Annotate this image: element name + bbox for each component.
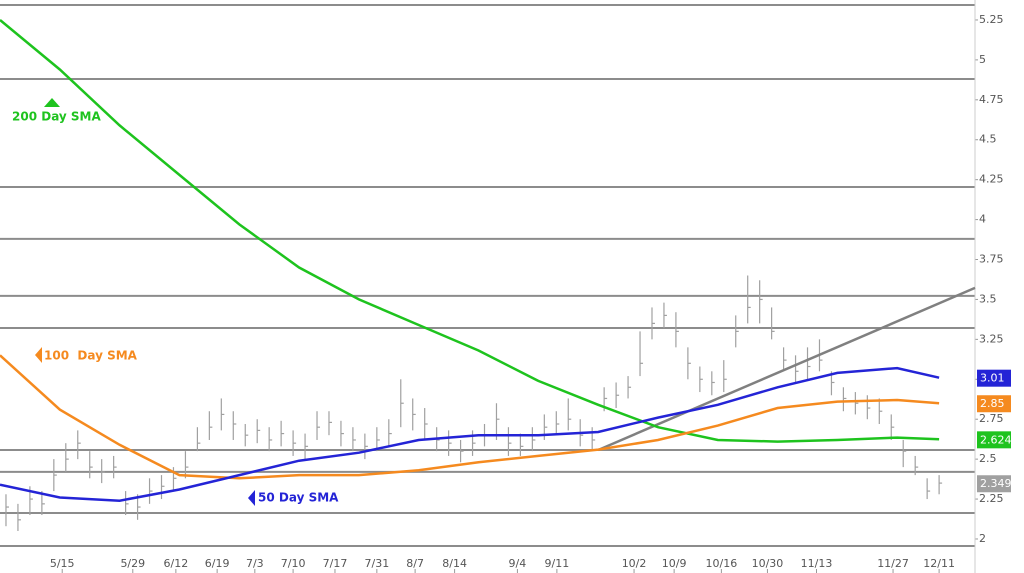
y-tick-label: 3.75 bbox=[979, 253, 1004, 266]
y-tick-label: 2 bbox=[979, 532, 986, 545]
moving-average-line bbox=[0, 354, 940, 480]
value-box bbox=[977, 431, 1011, 449]
x-tick-label: 7/31 bbox=[364, 557, 389, 570]
x-tick-label: 6/19 bbox=[205, 557, 230, 570]
y-tick-label: 2.5 bbox=[979, 452, 997, 465]
y-tick-label: 4.75 bbox=[979, 93, 1004, 106]
y-tick-label: 4.5 bbox=[979, 133, 997, 146]
x-tick-label: 9/11 bbox=[545, 557, 570, 570]
x-tick-label: 11/13 bbox=[801, 557, 833, 570]
value-box-label: 2.85 bbox=[980, 397, 1005, 410]
x-tick-label: 5/29 bbox=[120, 557, 145, 570]
y-tick-label: 2.75 bbox=[979, 412, 1004, 425]
x-tick-label: 9/4 bbox=[509, 557, 527, 570]
x-tick-label: 12/11 bbox=[923, 557, 955, 570]
x-tick-label: 7/17 bbox=[323, 557, 348, 570]
annotation-arrow bbox=[35, 347, 42, 363]
value-box-label: 2.349 bbox=[980, 477, 1012, 490]
x-tick-label: 7/3 bbox=[246, 557, 264, 570]
value-box bbox=[977, 369, 1011, 387]
value-box-label: 2.624 bbox=[980, 433, 1012, 446]
y-tick-label: 4 bbox=[979, 213, 986, 226]
y-tick-label: 2.25 bbox=[979, 492, 1004, 505]
annotation-arrow bbox=[248, 490, 255, 506]
x-tick-label: 7/10 bbox=[281, 557, 306, 570]
value-box bbox=[977, 395, 1011, 413]
x-tick-label: 8/7 bbox=[406, 557, 424, 570]
x-tick-label: 6/12 bbox=[164, 557, 189, 570]
annotation: 100 Day SMA bbox=[44, 349, 138, 363]
x-tick-label: 5/15 bbox=[50, 557, 75, 570]
x-tick-label: 10/2 bbox=[622, 557, 647, 570]
trendline bbox=[597, 286, 976, 452]
moving-average-line bbox=[0, 19, 940, 443]
y-tick-label: 5.25 bbox=[979, 13, 1004, 26]
x-tick-label: 10/30 bbox=[752, 557, 784, 570]
annotation: 50 Day SMA bbox=[258, 491, 339, 505]
x-tick-label: 11/27 bbox=[877, 557, 909, 570]
moving-average-line bbox=[0, 366, 940, 502]
y-tick-label: 5 bbox=[979, 53, 986, 66]
y-tick-label: 4.25 bbox=[979, 173, 1004, 186]
x-tick-label: 10/16 bbox=[706, 557, 738, 570]
value-box-label: 3.01 bbox=[980, 372, 1005, 385]
annotation-arrow bbox=[44, 98, 60, 107]
x-tick-label: 8/14 bbox=[442, 557, 467, 570]
y-tick-label: 3.25 bbox=[979, 332, 1004, 345]
annotation: 200 Day SMA bbox=[12, 110, 102, 124]
x-tick-label: 10/9 bbox=[662, 557, 687, 570]
y-tick-label: 3.5 bbox=[979, 292, 997, 305]
value-box bbox=[977, 475, 1011, 493]
